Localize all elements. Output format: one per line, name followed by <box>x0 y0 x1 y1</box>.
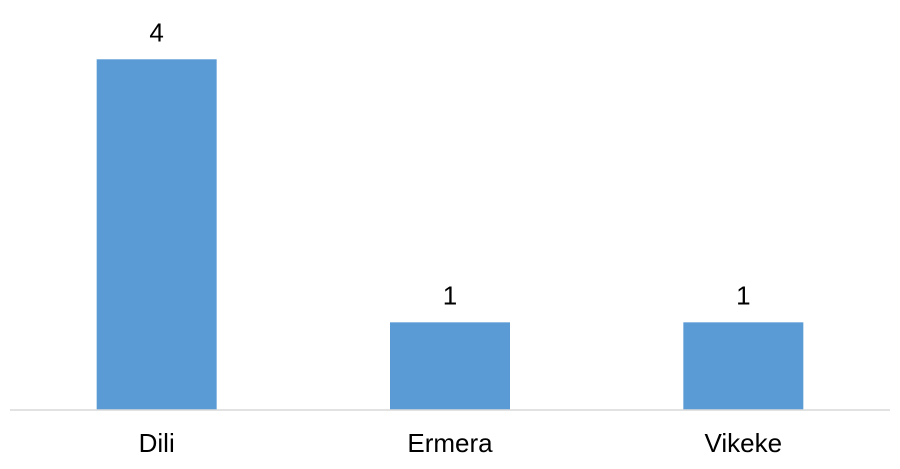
bar-ermera <box>390 322 510 410</box>
data-label-dili: 4 <box>149 17 163 47</box>
category-label-vikeke: Vikeke <box>705 428 783 458</box>
category-labels-layer: Dili Ermera Vikeke <box>139 428 783 458</box>
data-label-ermera: 1 <box>443 280 457 310</box>
data-label-vikeke: 1 <box>736 280 750 310</box>
data-labels-layer: 4 1 1 <box>149 17 750 310</box>
bars-layer <box>96 59 804 411</box>
category-label-dili: Dili <box>139 428 175 458</box>
bar-dili <box>96 59 217 411</box>
category-label-ermera: Ermera <box>407 428 493 458</box>
bar-vikeke <box>683 322 804 410</box>
